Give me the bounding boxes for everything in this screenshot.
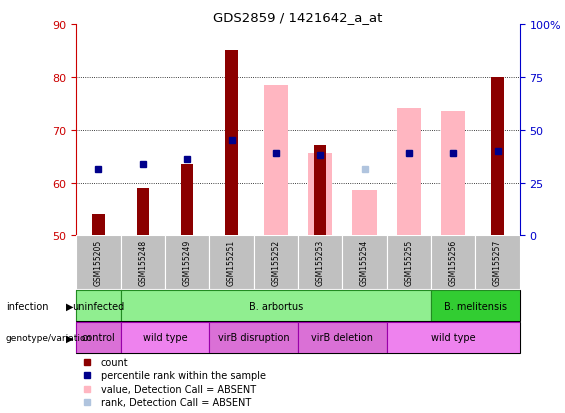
Text: GSM155249: GSM155249	[182, 240, 192, 286]
Bar	[181, 165, 193, 236]
Bar	[121, 236, 165, 290]
Bar	[225, 51, 238, 236]
Text: infection: infection	[6, 301, 48, 311]
Text: count: count	[101, 357, 128, 367]
Bar	[210, 322, 298, 353]
Bar	[476, 236, 520, 290]
Text: GSM155254: GSM155254	[360, 240, 369, 286]
Bar	[431, 290, 520, 321]
Text: GSM155253: GSM155253	[316, 240, 325, 286]
Text: GSM155205: GSM155205	[94, 240, 103, 286]
Bar	[210, 236, 254, 290]
Text: control: control	[81, 332, 115, 343]
Title: GDS2859 / 1421642_a_at: GDS2859 / 1421642_a_at	[214, 11, 383, 24]
Bar	[387, 322, 520, 353]
Text: uninfected: uninfected	[72, 301, 124, 311]
Bar	[92, 215, 105, 236]
Bar	[314, 146, 327, 236]
Text: rank, Detection Call = ABSENT: rank, Detection Call = ABSENT	[101, 397, 251, 407]
Text: ▶: ▶	[66, 332, 73, 343]
Text: B. melitensis: B. melitensis	[444, 301, 507, 311]
Bar	[431, 236, 476, 290]
Text: GSM155251: GSM155251	[227, 240, 236, 286]
Text: wild type: wild type	[143, 332, 187, 343]
Bar	[264, 85, 288, 236]
Bar	[76, 290, 121, 321]
Bar	[254, 236, 298, 290]
Bar	[298, 236, 342, 290]
Bar	[342, 236, 387, 290]
Text: GSM155252: GSM155252	[271, 240, 280, 286]
Text: percentile rank within the sample: percentile rank within the sample	[101, 370, 266, 380]
Text: GSM155248: GSM155248	[138, 240, 147, 286]
Text: ▶: ▶	[66, 301, 73, 311]
Text: virB deletion: virB deletion	[311, 332, 373, 343]
Text: GSM155256: GSM155256	[449, 240, 458, 286]
Text: genotype/variation: genotype/variation	[6, 333, 92, 342]
Bar	[76, 236, 121, 290]
Bar	[492, 78, 504, 236]
Text: wild type: wild type	[431, 332, 476, 343]
Bar	[137, 188, 149, 236]
Bar	[441, 112, 466, 236]
Bar	[308, 154, 332, 236]
Text: GSM155257: GSM155257	[493, 240, 502, 286]
Bar	[76, 322, 121, 353]
Bar	[298, 322, 387, 353]
Text: value, Detection Call = ABSENT: value, Detection Call = ABSENT	[101, 384, 256, 394]
Text: GSM155255: GSM155255	[405, 240, 414, 286]
Text: B. arbortus: B. arbortus	[249, 301, 303, 311]
Bar	[165, 236, 210, 290]
Bar	[121, 290, 431, 321]
Text: virB disruption: virB disruption	[218, 332, 289, 343]
Bar	[387, 236, 431, 290]
Bar	[121, 322, 210, 353]
Bar	[353, 191, 377, 236]
Bar	[397, 109, 421, 236]
